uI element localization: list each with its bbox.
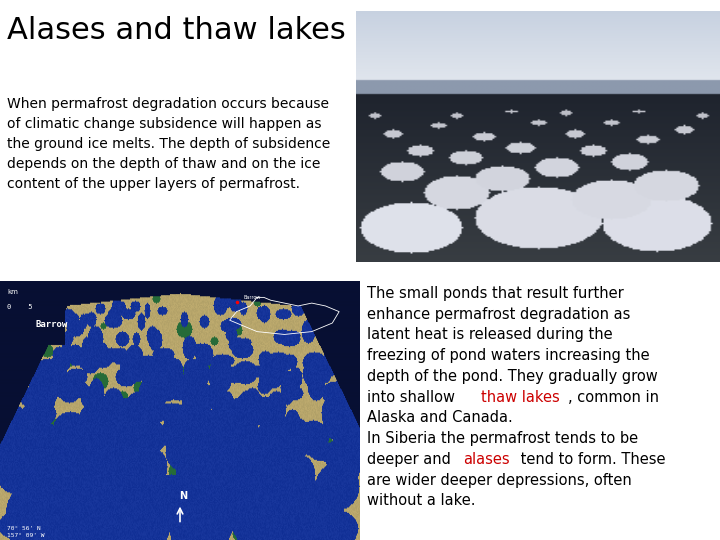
Text: enhance permafrost degradation as: enhance permafrost degradation as: [367, 307, 631, 322]
Text: Alases and thaw lakes: Alases and thaw lakes: [7, 16, 346, 45]
Text: without a lake.: without a lake.: [367, 493, 476, 508]
Text: The small ponds that result further: The small ponds that result further: [367, 286, 624, 301]
Text: 0    5: 0 5: [7, 304, 32, 310]
Text: Alaska and Canada.: Alaska and Canada.: [367, 410, 513, 426]
Text: are wider deeper depressions, often: are wider deeper depressions, often: [367, 472, 632, 488]
Text: freezing of pond waters increasing the: freezing of pond waters increasing the: [367, 348, 649, 363]
Text: Barrow: Barrow: [36, 320, 68, 329]
Text: , common in: , common in: [568, 389, 660, 404]
Text: tend to form. These: tend to form. These: [516, 452, 665, 467]
Text: into shallow: into shallow: [367, 389, 460, 404]
Text: deeper and: deeper and: [367, 452, 456, 467]
Text: 70° 56' N: 70° 56' N: [7, 525, 41, 531]
Text: depth of the pond. They gradually grow: depth of the pond. They gradually grow: [367, 369, 658, 384]
Text: Barrow: Barrow: [243, 294, 261, 300]
Text: latent heat is released during the: latent heat is released during the: [367, 327, 613, 342]
Text: alases: alases: [464, 452, 510, 467]
Text: 157° 09' W: 157° 09' W: [7, 534, 45, 538]
Text: km: km: [7, 288, 18, 295]
Text: In Siberia the permafrost tends to be: In Siberia the permafrost tends to be: [367, 431, 638, 446]
Text: When permafrost degradation occurs because
of climatic change subsidence will ha: When permafrost degradation occurs becau…: [7, 97, 330, 191]
Text: N: N: [179, 490, 187, 501]
Text: thaw lakes: thaw lakes: [481, 389, 559, 404]
